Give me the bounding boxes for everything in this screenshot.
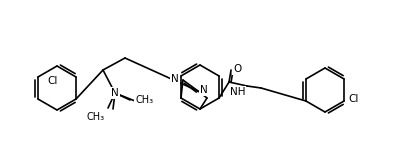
Text: O: O <box>233 64 241 74</box>
Text: N: N <box>200 85 208 95</box>
Text: N: N <box>111 88 119 98</box>
Text: CH₃: CH₃ <box>135 95 153 105</box>
Text: N: N <box>171 74 179 84</box>
Text: Cl: Cl <box>348 94 358 104</box>
Text: Cl: Cl <box>48 76 58 86</box>
Text: CH₃: CH₃ <box>87 112 105 122</box>
Text: NH: NH <box>229 87 245 97</box>
